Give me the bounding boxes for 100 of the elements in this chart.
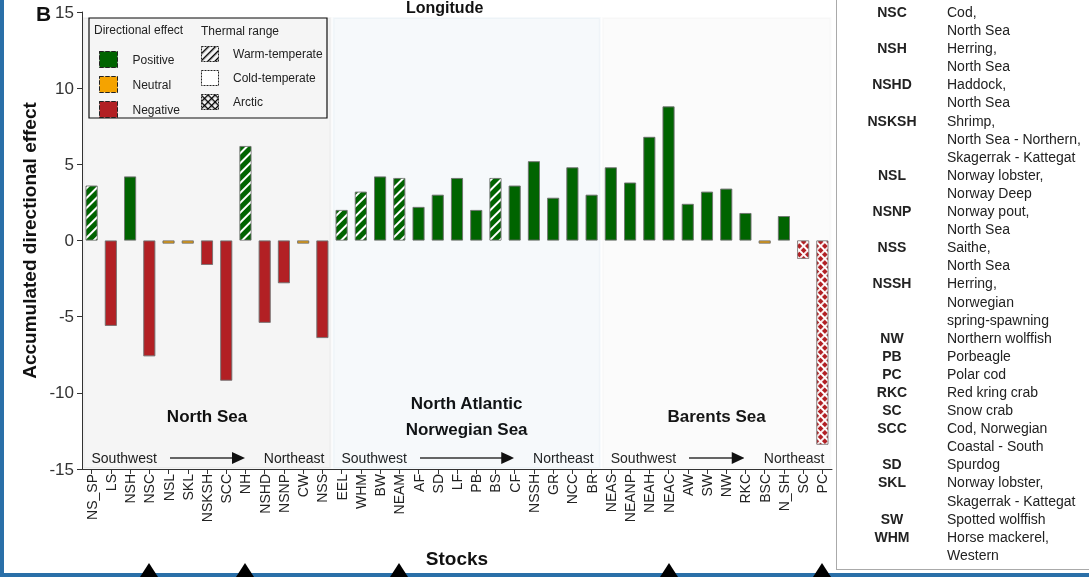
x-tick-label: BSC bbox=[756, 474, 773, 503]
x-tick-label: PC bbox=[814, 474, 831, 494]
x-tick-label: NSNP bbox=[275, 474, 292, 513]
text: NSHD bbox=[871, 75, 913, 95]
x-tick-label: NW bbox=[718, 473, 735, 498]
annotation: Northeast bbox=[263, 450, 325, 466]
text: Herring, Norwegian spring-spawning bbox=[947, 274, 1049, 329]
x-tick-label: AF bbox=[410, 474, 427, 492]
text: Norway lobster, Norway Deep bbox=[947, 165, 1044, 203]
text: Northern wolffish bbox=[947, 328, 1052, 347]
x-tick-label: NS_SP bbox=[83, 474, 100, 520]
x-tick-label: SD bbox=[429, 474, 446, 494]
text: WHM bbox=[873, 527, 911, 547]
x-tick-label: BW bbox=[372, 473, 389, 497]
x-tick-label: NSSH bbox=[525, 474, 542, 513]
band-label: Barents Sea bbox=[667, 406, 767, 426]
legend-title: Directional effect bbox=[94, 23, 184, 37]
annotation: Cold-temperate bbox=[233, 71, 316, 85]
x-tick-label: NSH bbox=[122, 474, 139, 504]
text: Norway lobster, Skagerrak - Kattegat bbox=[947, 473, 1076, 510]
x-tick-label: EEL bbox=[333, 473, 350, 501]
x-tick-label: NSL bbox=[160, 473, 177, 502]
x-tick-label: NSS bbox=[314, 474, 331, 503]
x-tick-label: NEAM bbox=[391, 474, 408, 515]
x-tick-label: BR bbox=[583, 474, 600, 494]
text: Norway pout, North Sea bbox=[947, 202, 1030, 239]
x-tick-label: SKL bbox=[179, 473, 196, 501]
x-tick-label: NH bbox=[237, 474, 254, 495]
text: Cod, Norwegian Coastal - South bbox=[947, 419, 1048, 456]
x-tick-label: NCC bbox=[564, 474, 581, 505]
text: NSS bbox=[876, 238, 908, 258]
text: Spotted wolffish bbox=[947, 509, 1046, 528]
x-tick-label: SW bbox=[699, 473, 715, 497]
text: NSKSH bbox=[866, 111, 918, 131]
x-tick-label: GR bbox=[545, 474, 562, 495]
text: NSSH bbox=[871, 274, 913, 294]
y-axis-title: Accumulated directional effect bbox=[18, 101, 40, 379]
text: NSC bbox=[876, 3, 908, 22]
annotation: Arctic bbox=[233, 95, 263, 109]
text: Spurdog bbox=[947, 455, 1000, 474]
x-tick-label: NSKSH bbox=[199, 474, 215, 523]
text: Porbeagle bbox=[947, 346, 1011, 365]
x-tick-label: NEANP bbox=[622, 474, 639, 523]
x-tick-label: N_SH bbox=[775, 474, 792, 512]
text: NW bbox=[879, 328, 905, 347]
text: Saithe, North Sea bbox=[947, 238, 1011, 275]
x-tick-label: PB bbox=[468, 474, 485, 493]
x-tick-label: NSC bbox=[141, 474, 158, 504]
x-tick-label: SC bbox=[795, 474, 812, 494]
annotation: Northeast bbox=[763, 450, 825, 466]
text: Red kring crab bbox=[947, 382, 1039, 402]
text: RKC bbox=[875, 382, 909, 402]
text: PC bbox=[881, 364, 903, 383]
legend-label: Positive bbox=[132, 52, 175, 67]
y-tick-label: 5 bbox=[64, 154, 74, 174]
x-tick-label: AW bbox=[679, 473, 696, 497]
legend-label: Negative bbox=[132, 102, 181, 117]
y-tick-label: -10 bbox=[49, 383, 74, 403]
annotation: Southwest bbox=[610, 450, 677, 466]
x-tick-label: LF bbox=[449, 474, 465, 491]
x-tick-label: CW bbox=[295, 473, 312, 498]
x-tick-label: NEAC bbox=[660, 474, 677, 513]
text: Herring, North Sea bbox=[947, 39, 1011, 76]
x-tick-label: WHM bbox=[352, 474, 369, 509]
text: NSL bbox=[877, 165, 907, 185]
text: SD bbox=[881, 455, 903, 474]
chart-title: Longitude bbox=[406, 0, 484, 16]
y-tick-label: 10 bbox=[55, 78, 74, 98]
text: SCC bbox=[876, 419, 908, 439]
text: Snow crab bbox=[947, 401, 1014, 420]
x-tick-label: BS bbox=[487, 474, 504, 493]
x-tick-label: RKC bbox=[737, 474, 754, 504]
text: NSNP bbox=[871, 202, 913, 222]
y-tick-label: -5 bbox=[58, 307, 74, 327]
text: Horse mackerel, Western bbox=[947, 527, 1049, 564]
annotation: Warm-temperate bbox=[233, 47, 323, 61]
x-tick-label: NEAH bbox=[641, 474, 658, 513]
legend-label: Neutral bbox=[132, 77, 172, 92]
text: Haddock, North Sea bbox=[947, 75, 1011, 112]
y-tick-label: 0 bbox=[64, 231, 74, 250]
x-tick-label: NSHD bbox=[256, 474, 273, 514]
annotation: Thermal range bbox=[201, 24, 280, 38]
annotation: Northeast bbox=[533, 450, 594, 466]
text: Shrimp, North Sea - Northern, Skagerrak - Kattegat bbox=[947, 111, 1081, 166]
y-tick-label: 15 bbox=[55, 2, 74, 22]
y-tick-label: -15 bbox=[49, 459, 74, 479]
x-axis-title: Stocks bbox=[425, 548, 489, 569]
x-tick-label: CF bbox=[506, 474, 523, 493]
text: NSH bbox=[876, 39, 908, 59]
text: Polar cod bbox=[947, 364, 1007, 383]
text: Cod, North Sea bbox=[947, 3, 1011, 40]
band-label: North Sea bbox=[166, 406, 248, 426]
x-tick-label: SCC bbox=[218, 474, 235, 504]
text: PB bbox=[881, 346, 903, 365]
text: SC bbox=[881, 401, 903, 420]
text: B bbox=[36, 2, 52, 25]
annotation: Southwest bbox=[91, 450, 157, 466]
x-tick-label: NEAS bbox=[602, 474, 619, 513]
band-label: North Atlantic Norwegian Sea bbox=[405, 393, 529, 439]
x-tick-label: LS bbox=[102, 474, 119, 492]
